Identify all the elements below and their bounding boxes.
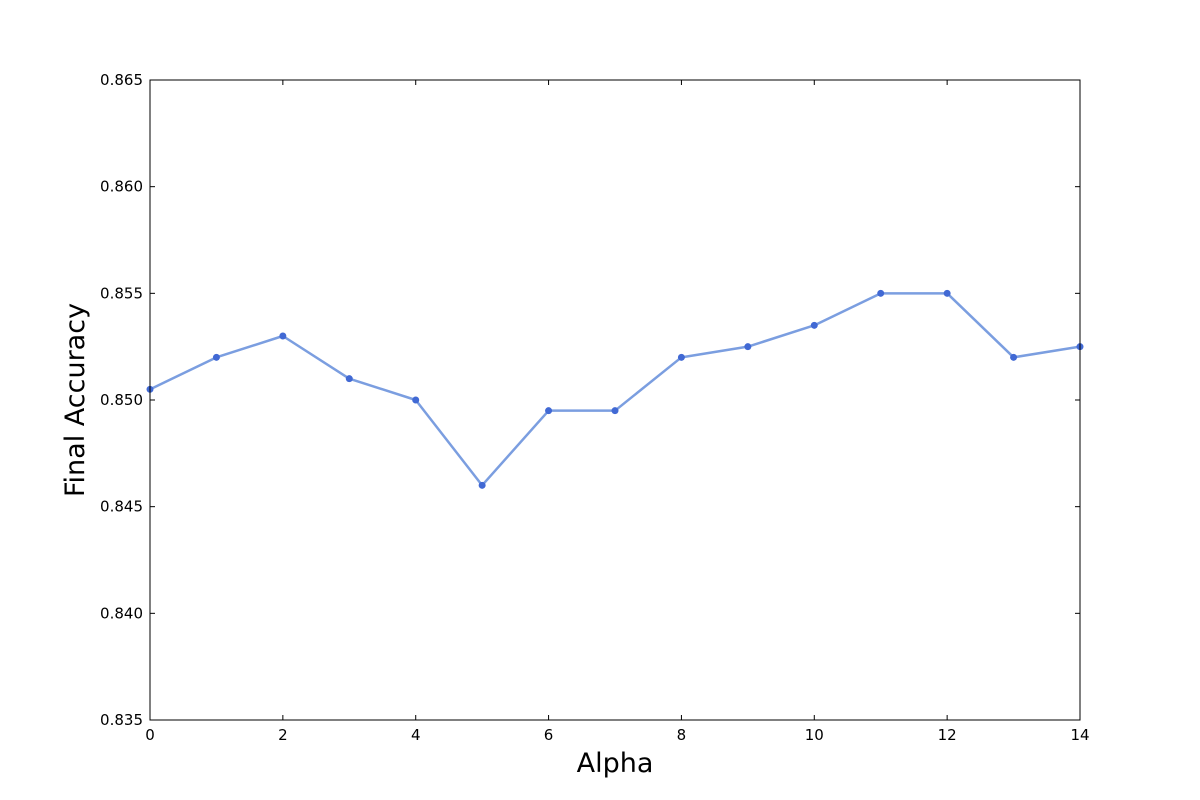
data-point xyxy=(212,353,220,361)
x-tick-label: 0 xyxy=(145,726,155,744)
data-point xyxy=(345,375,353,383)
y-tick-label: 0.855 xyxy=(100,284,143,302)
data-point xyxy=(545,407,553,415)
data-point xyxy=(677,353,685,361)
y-tick-label: 0.850 xyxy=(100,391,143,409)
x-tick-labels: 0 2 4 6 8 10 12 14 xyxy=(145,726,1089,744)
data-point xyxy=(744,343,752,351)
x-tick-label: 12 xyxy=(938,726,957,744)
y-tick-label: 0.835 xyxy=(100,711,143,729)
data-point xyxy=(412,396,420,404)
y-tick-labels: 0.835 0.840 0.845 0.850 0.855 0.860 0.865 xyxy=(100,71,143,729)
y-tick-label: 0.860 xyxy=(100,178,143,196)
x-tick-label: 4 xyxy=(411,726,421,744)
y-tick-label: 0.865 xyxy=(100,71,143,89)
x-tick-label: 2 xyxy=(278,726,288,744)
x-axis-title: Alpha xyxy=(577,748,654,779)
data-point xyxy=(279,332,287,340)
series-layer xyxy=(146,289,1084,489)
y-tick-label: 0.845 xyxy=(100,498,143,516)
plot-frame xyxy=(149,79,1081,721)
data-point xyxy=(478,481,486,489)
x-tick-label: 6 xyxy=(544,726,554,744)
x-tick-label: 8 xyxy=(677,726,687,744)
data-point xyxy=(611,407,619,415)
x-tick-label: 14 xyxy=(1070,726,1089,744)
data-point xyxy=(810,321,818,329)
y-tick-label: 0.840 xyxy=(100,604,143,622)
data-point xyxy=(943,289,951,297)
data-point xyxy=(877,289,885,297)
x-tick-label: 10 xyxy=(805,726,824,744)
y-axis-title: Final Accuracy xyxy=(60,303,91,497)
data-point xyxy=(1010,353,1018,361)
plot-area xyxy=(150,80,1080,720)
